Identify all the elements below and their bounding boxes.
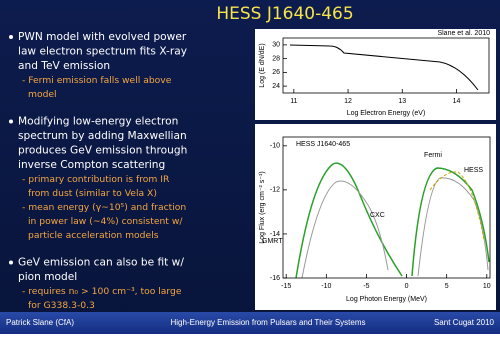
bullet-text: and TeV emission (18, 60, 110, 72)
model-curve (411, 167, 490, 277)
bullet-text: PWN model with evolved power (18, 31, 187, 43)
sub-bullet-text: for G338.3-0.3 (28, 300, 95, 311)
plot-axes (282, 136, 491, 279)
pion-curve (429, 171, 485, 241)
x-tick-label: 13 (398, 98, 406, 105)
footer-center: High-Energy Emission from Pulsars and Th… (170, 318, 365, 327)
slide-title: HESS J1640-465 (216, 4, 353, 24)
footer-bar (0, 312, 500, 334)
sub-bullet-text: - mean energy (γ~10⁵) and fraction (22, 202, 186, 213)
x-axis-label: Log Electron Energy (eV) (347, 110, 426, 117)
x-tick-label: -10 (321, 283, 331, 290)
bullet-text: law electron spectrum fits X-ray (18, 46, 187, 58)
y-axis-label: Log (E dN/dE) (259, 43, 266, 87)
model-curve (301, 180, 389, 279)
y-tick-label: -14 (270, 231, 280, 238)
bullet-text: Modifying low-energy electron (18, 116, 178, 128)
bullet-dot (9, 260, 13, 265)
bullet-text: spectrum by adding Maxwellian (18, 130, 187, 142)
bullet-text: produces GeV emission through (18, 145, 187, 157)
bullet-text: pion model (18, 271, 77, 283)
y-tick-label: 24 (272, 83, 280, 90)
y-tick-label: -12 (270, 187, 280, 194)
plot-frame (255, 124, 496, 310)
bullet-dot (9, 119, 13, 124)
model-curve (295, 162, 403, 279)
plot-annotation: GMRT (262, 238, 283, 245)
y-tick-label: -16 (270, 275, 280, 282)
citation: Slane et al. 2010 (437, 30, 490, 37)
sub-bullet-text: - Fermi emission falls well above (22, 75, 172, 86)
y-tick-label: 26 (272, 69, 280, 76)
plot-frame (255, 29, 496, 120)
sub-bullet-text: in power law (~4%) consistent w/ (28, 216, 183, 227)
sub-bullet-text: from dust (similar to Vela X) (28, 188, 157, 199)
x-tick-label: 12 (344, 98, 352, 105)
x-tick-label: 0 (405, 283, 409, 290)
x-axis-label: Log Photon Energy (MeV) (346, 296, 427, 303)
plot-annotation: CXC (370, 212, 385, 219)
plot-axes (282, 37, 490, 94)
y-tick-label: -10 (270, 143, 280, 150)
y-axis-label: Log Flux (erg cm⁻² s⁻¹) (259, 171, 266, 243)
bullet-text: inverse Compton scattering (18, 159, 165, 171)
x-tick-label: -5 (363, 283, 369, 290)
bullet-text: GeV emission can also be fit w/ (18, 257, 184, 269)
sub-bullet-text: - primary contribution is from IR (22, 174, 170, 185)
spectrum-curve (289, 44, 479, 91)
plot-annotation: HESS (464, 167, 483, 174)
x-tick-label: -15 (281, 283, 291, 290)
y-tick-label: 30 (272, 42, 280, 49)
bullet-dot (9, 35, 13, 39)
footer-right: Sant Cugat 2010 (434, 318, 495, 327)
y-tick-label: 28 (272, 55, 280, 62)
x-tick-label: 5 (445, 283, 449, 290)
plot-annotation: HESS J1640-465 (296, 141, 350, 148)
x-tick-label: 14 (453, 98, 461, 105)
x-tick-label: 10 (483, 283, 491, 290)
sub-bullet-text: model (28, 89, 57, 100)
plot-annotation: Fermi (424, 152, 442, 159)
x-tick-label: 11 (290, 98, 297, 105)
footer-left: Patrick Slane (CfA) (6, 318, 74, 327)
sub-bullet-text: particle acceleration models (28, 230, 159, 241)
sub-bullet-text: - requires n₀ > 100 cm⁻³, too large (22, 286, 182, 297)
